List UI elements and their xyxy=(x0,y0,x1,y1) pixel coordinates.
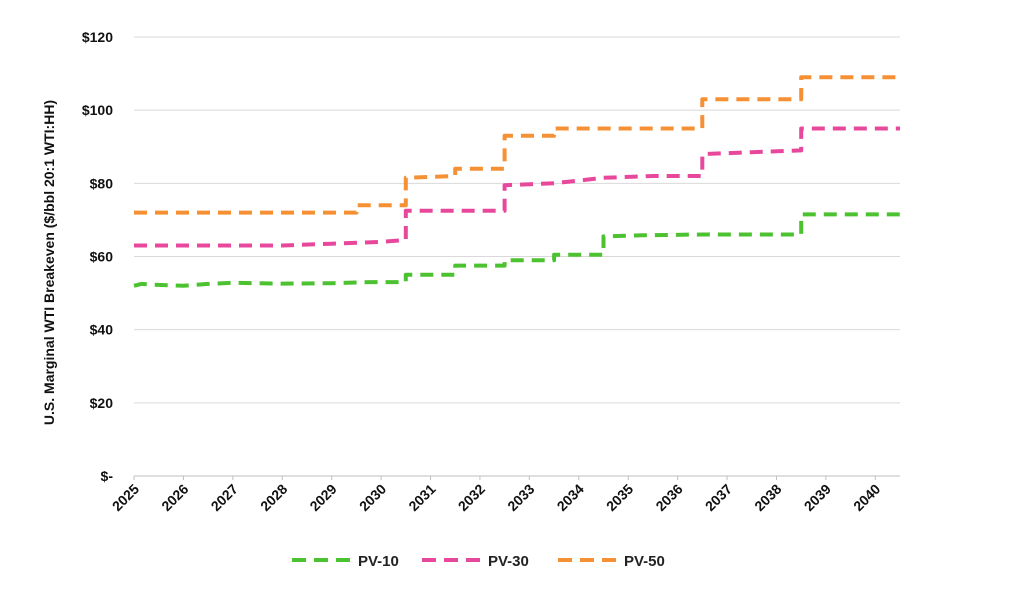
x-tick-label: 2034 xyxy=(554,481,587,514)
x-tick-label: 2040 xyxy=(850,481,883,514)
x-tick-label: 2039 xyxy=(801,481,834,514)
x-tick-label: 2033 xyxy=(504,481,537,514)
x-tick-label: 2031 xyxy=(405,481,438,514)
series-lines xyxy=(133,75,900,288)
x-tick-labels: 2025 2026 2027 2028 2029 2030 2031 2032 2033 2034… xyxy=(109,476,884,514)
x-tick-label: 2035 xyxy=(603,481,636,514)
legend: PV-10 PV-30 PV-50 xyxy=(292,553,665,570)
y-tick-label: $80 xyxy=(90,175,114,191)
y-tick-label: $100 xyxy=(82,102,113,118)
gridlines xyxy=(134,36,900,404)
x-tick-label: 2029 xyxy=(306,481,339,514)
legend-label: PV-30 xyxy=(488,553,529,570)
y-axis-title: U.S. Marginal WTI Breakeven ($/bbl 20:1 … xyxy=(41,100,57,425)
x-tick-label: 2025 xyxy=(109,481,142,514)
y-tick-label: $20 xyxy=(90,395,114,411)
x-tick-label: 2028 xyxy=(257,481,290,514)
x-tick-label: 2036 xyxy=(652,481,685,514)
x-tick-label: 2030 xyxy=(356,481,389,514)
y-tick-labels: $- $20 $40 $60 $80 $100 $120 xyxy=(82,29,113,484)
x-tick-label: 2032 xyxy=(455,481,488,514)
series-line-pv-30 xyxy=(134,126,900,248)
y-tick-label: $40 xyxy=(90,322,114,338)
series-line-pv-50 xyxy=(134,75,900,215)
x-tick-label: 2026 xyxy=(158,481,191,514)
series-line-pv-10 xyxy=(133,212,900,288)
legend-label: PV-50 xyxy=(624,553,665,570)
x-tick-label: 2038 xyxy=(751,481,784,514)
x-tick-label: 2027 xyxy=(208,481,241,514)
y-tick-label: $120 xyxy=(82,29,113,45)
legend-label: PV-10 xyxy=(358,553,399,570)
y-tick-label: $60 xyxy=(90,249,114,265)
y-tick-label: $- xyxy=(101,468,114,484)
x-tick-label: 2037 xyxy=(702,481,735,514)
